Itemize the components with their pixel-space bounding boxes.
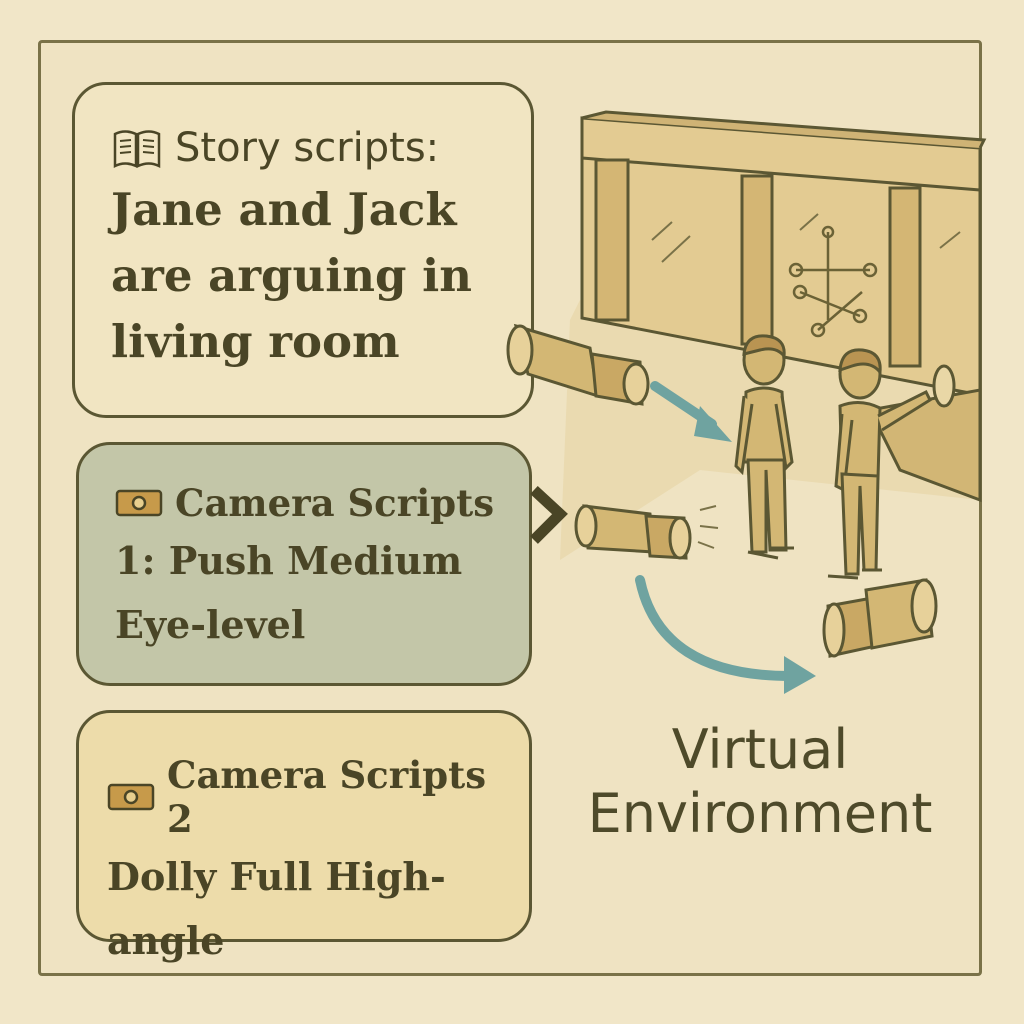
camera-b	[574, 504, 719, 560]
book-icon	[113, 130, 161, 169]
story-heading: Story scripts:	[175, 125, 440, 171]
link-chevron	[530, 485, 568, 544]
camera-a-arrowhead	[694, 406, 732, 442]
camera-icon	[115, 489, 163, 517]
camera-c	[822, 578, 938, 658]
camera-script-2-heading: Camera Scripts 2	[167, 753, 487, 841]
camera-script-2-text: Dolly Full High-angle	[107, 854, 446, 963]
wall-ornament	[788, 225, 878, 338]
window-wall	[580, 110, 987, 397]
camera-a	[506, 323, 650, 406]
story-script-card: Story scripts: Jane and Jack are arguing…	[72, 82, 534, 418]
camera-b-arrowhead	[784, 656, 816, 694]
figure-jack	[827, 348, 932, 580]
environment-label: Virtual Environment	[587, 718, 933, 845]
camera-icon	[107, 783, 155, 811]
camera-script-1-card: Camera Scripts 1: Push Medium Eye-level	[76, 442, 532, 686]
camera-b-arrow	[635, 575, 795, 681]
camera-script-1-text: 1: Push Medium Eye-level	[115, 538, 463, 647]
camera-script-1-heading: Camera Scripts	[175, 481, 495, 525]
camera-script-2-card: Camera Scripts 2 Dolly Full High-angle	[76, 710, 532, 963]
story-text: Jane and Jack are arguing in living room	[111, 183, 472, 368]
figure-jane	[734, 334, 794, 560]
